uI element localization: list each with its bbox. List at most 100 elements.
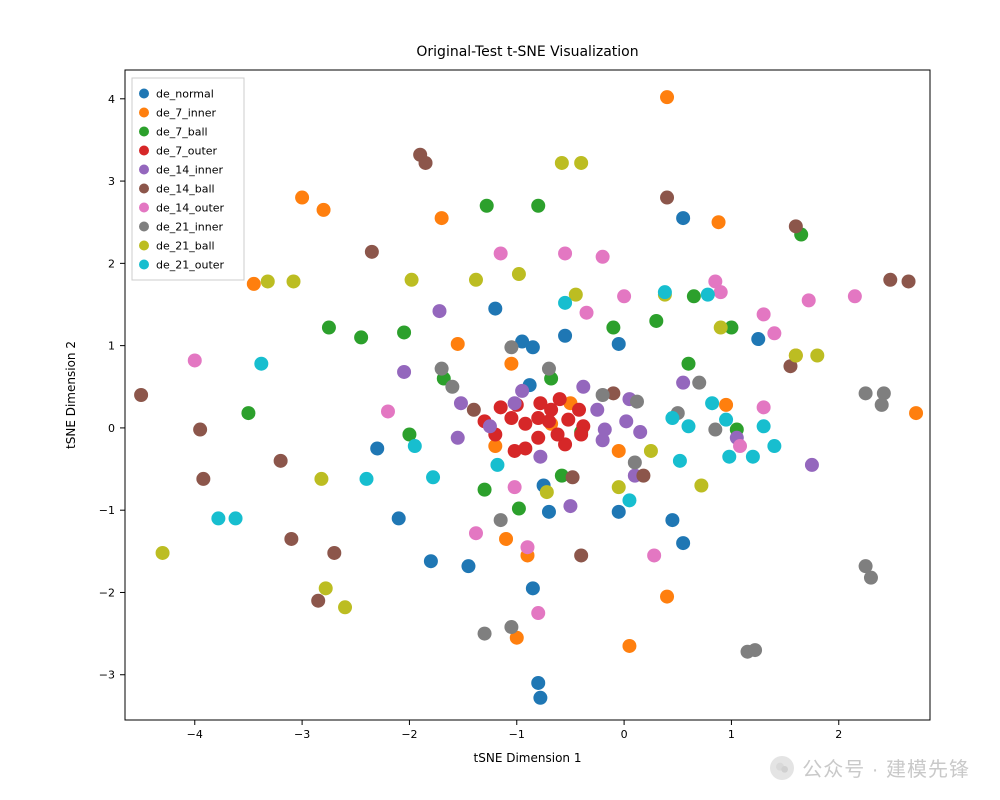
data-point (682, 357, 696, 371)
data-point (469, 273, 483, 287)
data-point (574, 427, 588, 441)
y-tick-label: 2 (108, 257, 115, 270)
data-point (432, 304, 446, 318)
data-point (757, 307, 771, 321)
data-point (284, 532, 298, 546)
data-point (733, 439, 747, 453)
data-point (521, 540, 535, 554)
data-point (314, 472, 328, 486)
data-point (673, 454, 687, 468)
data-point (229, 511, 243, 525)
data-point (515, 384, 529, 398)
data-point (596, 433, 610, 447)
data-point (553, 392, 567, 406)
data-point (789, 349, 803, 363)
data-point (748, 643, 762, 657)
data-point (408, 439, 422, 453)
data-point (451, 431, 465, 445)
data-point (483, 419, 497, 433)
data-point (480, 199, 494, 213)
data-point (676, 376, 690, 390)
data-point (254, 357, 268, 371)
data-point (789, 219, 803, 233)
data-point (719, 398, 733, 412)
data-point (606, 321, 620, 335)
data-point (558, 329, 572, 343)
data-point (705, 396, 719, 410)
data-point (722, 450, 736, 464)
data-point (531, 431, 545, 445)
legend-marker (139, 146, 149, 156)
data-point (494, 246, 508, 260)
x-tick-label: −3 (294, 728, 310, 741)
data-point (712, 215, 726, 229)
data-point (596, 250, 610, 264)
data-point (574, 156, 588, 170)
x-tick-label: −2 (401, 728, 417, 741)
data-point (644, 444, 658, 458)
legend-label: de_21_inner (156, 221, 224, 234)
data-point (802, 293, 816, 307)
data-point (499, 532, 513, 546)
y-tick-label: −3 (99, 669, 115, 682)
data-point (526, 340, 540, 354)
data-point (247, 277, 261, 291)
data-point (540, 485, 554, 499)
x-tick-label: −1 (509, 728, 525, 741)
data-point (751, 332, 765, 346)
x-axis-label: tSNE Dimension 1 (474, 751, 582, 765)
data-point (757, 400, 771, 414)
legend-marker (139, 222, 149, 232)
data-point (596, 388, 610, 402)
data-point (566, 470, 580, 484)
data-point (454, 396, 468, 410)
data-point (658, 285, 672, 299)
data-point (397, 365, 411, 379)
data-point (551, 427, 565, 441)
data-point (622, 639, 636, 653)
data-point (757, 419, 771, 433)
legend-label: de_14_inner (156, 164, 224, 177)
legend-label: de_7_outer (156, 145, 218, 158)
data-point (665, 411, 679, 425)
data-point (612, 480, 626, 494)
data-point (526, 581, 540, 595)
legend-label: de_14_ball (156, 183, 215, 196)
data-point (612, 505, 626, 519)
data-point (419, 156, 433, 170)
data-point (612, 444, 626, 458)
data-point (426, 470, 440, 484)
data-point (196, 472, 210, 486)
x-tick-label: −4 (187, 728, 203, 741)
data-point (542, 505, 556, 519)
data-point (360, 472, 374, 486)
data-point (719, 413, 733, 427)
data-point (660, 590, 674, 604)
data-point (660, 191, 674, 205)
data-point (647, 548, 661, 562)
data-point (660, 90, 674, 104)
data-point (261, 274, 275, 288)
data-point (714, 321, 728, 335)
data-point (676, 211, 690, 225)
data-point (767, 439, 781, 453)
legend-label: de_7_ball (156, 126, 208, 139)
y-tick-label: 1 (108, 340, 115, 353)
data-point (504, 411, 518, 425)
legend-label: de_14_outer (156, 202, 225, 215)
data-point (381, 404, 395, 418)
data-point (467, 403, 481, 417)
x-tick-label: 2 (835, 728, 842, 741)
y-tick-label: −1 (99, 504, 115, 517)
tsne-scatter-chart: −4−3−2−1012−3−2−101234tSNE Dimension 1tS… (0, 0, 1000, 800)
data-point (445, 380, 459, 394)
data-point (687, 289, 701, 303)
data-point (311, 594, 325, 608)
data-point (327, 546, 341, 560)
data-point (274, 454, 288, 468)
data-point (365, 245, 379, 259)
data-point (542, 414, 556, 428)
data-point (469, 526, 483, 540)
legend-marker (139, 184, 149, 194)
data-point (649, 314, 663, 328)
